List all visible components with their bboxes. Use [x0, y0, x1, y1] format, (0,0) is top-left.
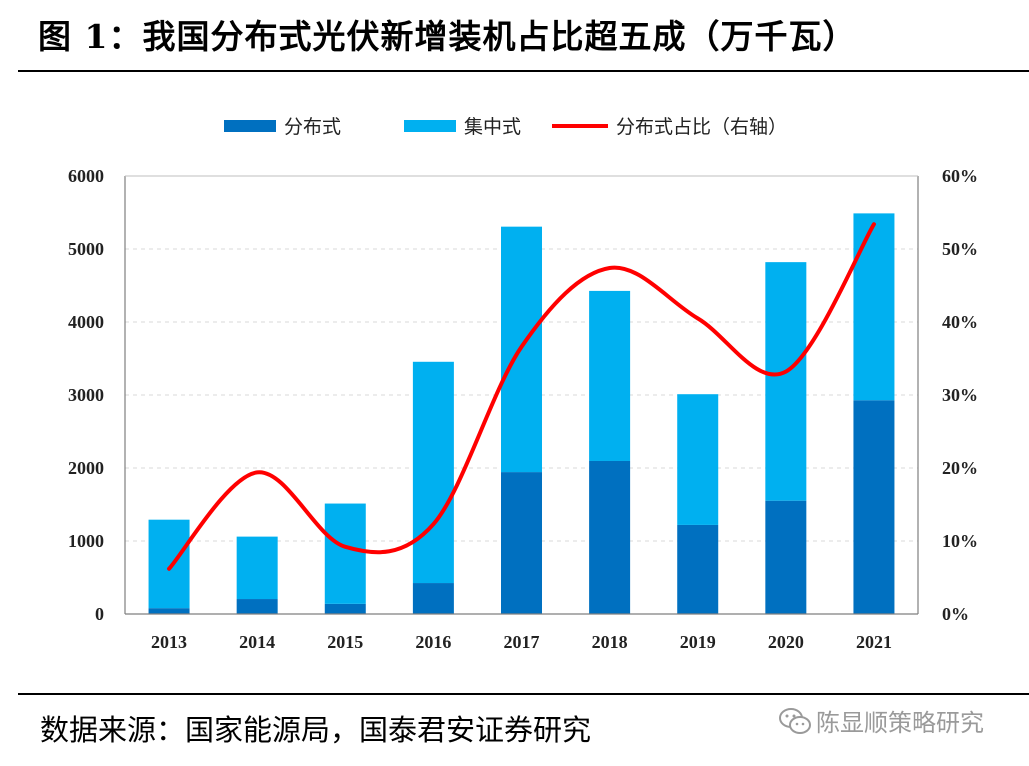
bar-distributed: [236, 599, 278, 614]
chart-title: 图 1：我国分布式光伏新增装机占比超五成（万千瓦）: [38, 17, 857, 56]
tick-labels: 0 1000 2000 3000 4000 5000 6000 0% 10% 20% 30% 40% 5…: [68, 166, 978, 652]
left-tick-label: 5000: [68, 239, 104, 259]
bar-distributed: [501, 472, 542, 614]
chart: 0 1000 2000 3000 4000 5000 6000 0% 10% 20% 30% 40% 5…: [68, 116, 978, 652]
x-tick-label: 2014: [239, 632, 275, 652]
bar-centralized: [853, 213, 895, 401]
bar-distributed: [412, 583, 454, 614]
right-tick-label: 60%: [942, 166, 978, 186]
ratio-line-path: [167, 222, 876, 571]
ratio-line: [167, 222, 876, 571]
legend: 分布式 集中式 分布式占比（右轴）: [224, 116, 787, 138]
x-tick-label: 2016: [415, 632, 451, 652]
right-tick-label: 20%: [942, 458, 978, 478]
right-tick-label: 10%: [942, 531, 978, 551]
left-tick-label: 3000: [68, 385, 104, 405]
source-rule: [18, 693, 1029, 695]
left-tick-label: 2000: [68, 458, 104, 478]
x-tick-label: 2019: [680, 632, 716, 652]
right-tick-label: 40%: [942, 312, 978, 332]
bar-distributed: [677, 524, 719, 614]
x-tick-label: 2013: [151, 632, 187, 652]
watermark-text: 陈显顺策略研究: [816, 709, 984, 737]
legend-label: 集中式: [464, 116, 521, 138]
x-tick-label: 2018: [592, 632, 628, 652]
x-tick-label: 2020: [768, 632, 804, 652]
left-tick-label: 1000: [68, 531, 104, 551]
bar-distributed: [148, 608, 190, 614]
watermark: 陈显顺策略研究: [778, 703, 984, 738]
left-tick-label: 0: [95, 604, 104, 624]
x-tick-label: 2017: [504, 632, 540, 652]
legend-swatch: [404, 120, 456, 132]
bar-distributed: [589, 460, 631, 614]
bar-distributed: [324, 603, 366, 614]
x-tick-label: 2021: [856, 632, 892, 652]
right-tick-label: 0%: [942, 604, 969, 624]
title-rule: [18, 70, 1029, 72]
bar-centralized: [148, 519, 190, 609]
legend-label: 分布式占比（右轴）: [616, 116, 787, 138]
axes: [124, 175, 919, 615]
bar-distributed: [853, 400, 895, 614]
legend-label: 分布式: [284, 116, 341, 138]
bar-centralized: [236, 536, 278, 600]
left-tick-label: 6000: [68, 166, 104, 186]
wechat-icon: [779, 707, 811, 734]
bar-centralized: [677, 394, 719, 525]
right-tick-label: 30%: [942, 385, 978, 405]
bar-centralized: [412, 361, 454, 584]
x-tick-label: 2015: [327, 632, 363, 652]
bar-centralized: [765, 262, 807, 501]
right-tick-label: 50%: [942, 239, 978, 259]
bars: [148, 213, 895, 614]
bar-distributed: [765, 500, 807, 614]
left-tick-label: 4000: [68, 312, 104, 332]
bar-centralized: [589, 290, 631, 461]
bar-centralized: [324, 503, 366, 604]
source-note: 数据来源：国家能源局，国泰君安证券研究: [40, 713, 592, 747]
legend-swatch: [224, 120, 276, 132]
